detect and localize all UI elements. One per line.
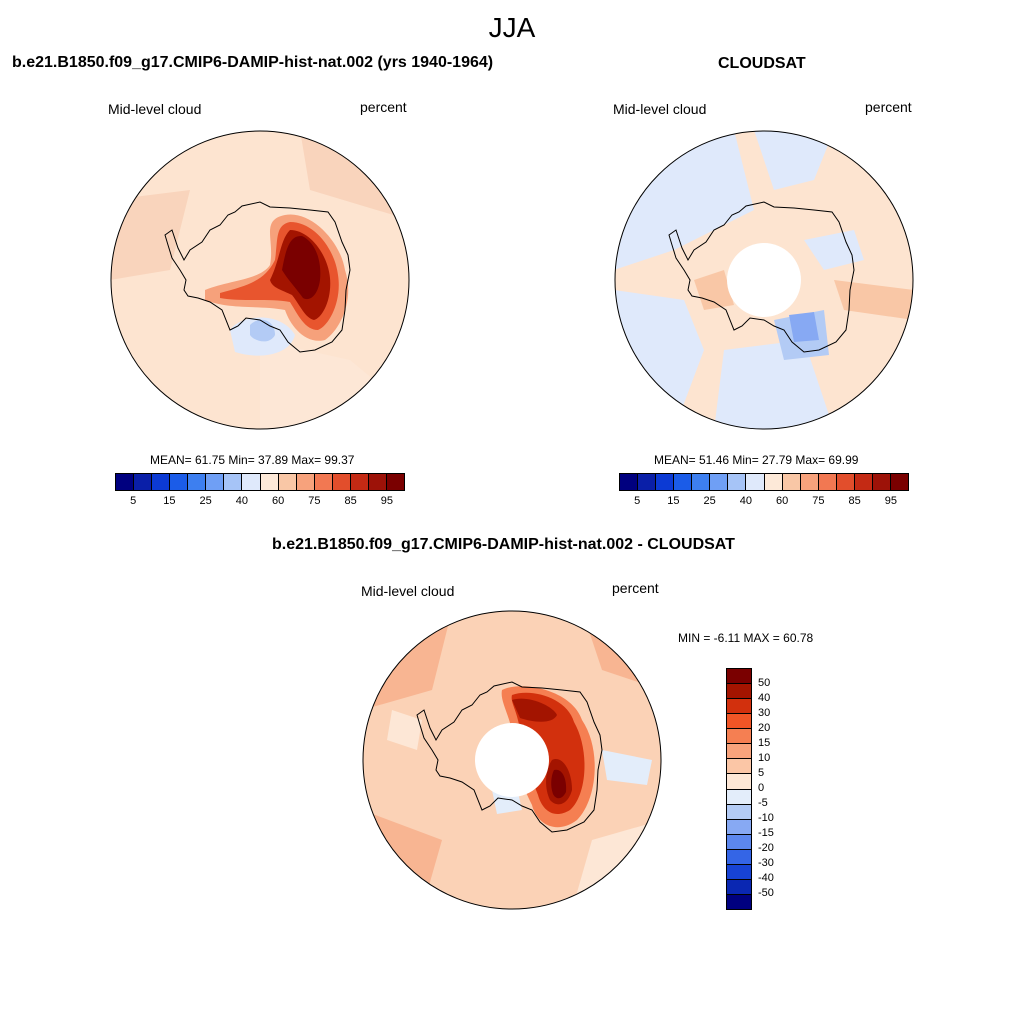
colorbar-tick-label: 75: [812, 495, 825, 507]
panel-title-cloudsat: CLOUDSAT: [718, 55, 806, 72]
colorbar-tick-label: -5: [758, 797, 768, 809]
colorbar-swatch: [332, 474, 351, 490]
polar-map-difference: [362, 610, 662, 910]
colorbar-swatch: [727, 879, 751, 895]
colorbar-swatch: [134, 474, 153, 490]
colorbar-tick-label: 25: [703, 495, 716, 507]
colorbar-tick-label: 60: [272, 495, 285, 507]
colorbar-tick-label: 15: [667, 495, 680, 507]
colorbar-swatch: [836, 474, 855, 490]
colorbar-swatch: [764, 474, 783, 490]
colorbar-tick-label: 40: [739, 495, 752, 507]
colorbar-tick-label: 95: [884, 495, 897, 507]
panel3-right-label: percent: [612, 580, 659, 596]
panel2-right-label: percent: [865, 99, 912, 115]
colorbar-swatch: [224, 474, 243, 490]
colorbar-tick-label: -10: [758, 812, 774, 824]
colorbar-swatch: [728, 474, 747, 490]
colorbar-swatch: [727, 789, 751, 805]
colorbar-tick-label: 0: [758, 782, 765, 794]
colorbar-swatch: [818, 474, 837, 490]
colorbar-tick-label: 75: [308, 495, 321, 507]
colorbar-swatch: [116, 474, 135, 490]
colorbar-tick-label: -40: [758, 872, 774, 884]
polar-map-model: [110, 130, 410, 430]
colorbar-swatch: [727, 684, 751, 700]
colorbar-tick-label: -50: [758, 887, 774, 899]
colorbar-tick-label: 5: [634, 495, 641, 507]
colorbar-swatch: [800, 474, 819, 490]
panel3-stats: MIN = -6.11 MAX = 60.78: [678, 631, 814, 645]
colorbar-swatch: [727, 894, 751, 909]
colorbar-swatch: [350, 474, 369, 490]
colorbar-swatch: [656, 474, 675, 490]
colorbar-swatch: [152, 474, 171, 490]
colorbar-swatch: [692, 474, 711, 490]
colorbar-swatch: [854, 474, 873, 490]
colorbar-swatch: [890, 474, 908, 490]
colorbar-tick-label: 95: [380, 495, 393, 507]
colorbar-swatch: [206, 474, 225, 490]
colorbar-swatch: [620, 474, 639, 490]
colorbar-tick-label: 40: [758, 692, 771, 704]
colorbar-tick-label: 15: [163, 495, 176, 507]
colorbar-swatch: [188, 474, 207, 490]
colorbar-tick-label: 50: [758, 677, 771, 689]
colorbar-swatch: [710, 474, 729, 490]
colorbar-swatch: [727, 819, 751, 835]
colorbar-tick-label: 15: [758, 737, 771, 749]
page-title: JJA: [488, 12, 536, 43]
colorbar-swatch: [727, 864, 751, 880]
colorbar-swatch: [727, 729, 751, 745]
colorbar-swatch: [727, 669, 751, 685]
colorbar-tick-label: 20: [758, 722, 771, 734]
colorbar-swatch: [296, 474, 315, 490]
colorbar-tick-label: 40: [235, 495, 248, 507]
colorbar-tick-label: 85: [344, 495, 357, 507]
colorbar-swatch: [278, 474, 297, 490]
colorbar-tick-label: 10: [758, 752, 771, 764]
colorbar-swatch: [872, 474, 891, 490]
colorbar-tick-label: -15: [758, 827, 774, 839]
colorbar-difference: 50 40 30 20 15 10 5 0 -5 -10 -15 -20 -30 -40 -50: [726, 668, 816, 910]
panel-title-difference: b.e21.B1850.f09_g17.CMIP6-DAMIP-hist-nat…: [272, 536, 735, 553]
colorbar-swatch: [674, 474, 693, 490]
panel1-left-label: Mid-level cloud: [108, 101, 202, 117]
colorbar-swatch: [260, 474, 279, 490]
panel2-stats: MEAN= 51.46 Min= 27.79 Max= 69.99: [654, 453, 859, 467]
panel-title-model: b.e21.B1850.f09_g17.CMIP6-DAMIP-hist-nat…: [12, 54, 494, 71]
colorbar-tick-label: 5: [758, 767, 765, 779]
colorbar-swatch: [314, 474, 333, 490]
panel1-right-label: percent: [360, 99, 407, 115]
colorbar-swatch: [727, 759, 751, 775]
colorbar-tick-label: 60: [776, 495, 789, 507]
colorbar-swatch: [727, 714, 751, 730]
colorbar-swatch: [727, 804, 751, 820]
colorbar-tick-label: -30: [758, 857, 774, 869]
colorbar-swatch: [727, 744, 751, 760]
colorbar-cloudsat: 5 15 25 40 60 75 85 95: [619, 473, 909, 507]
panel3-left-label: Mid-level cloud: [361, 583, 455, 599]
colorbar-tick-label: 5: [130, 495, 137, 507]
panel2-left-label: Mid-level cloud: [613, 101, 707, 117]
polar-map-cloudsat: [614, 130, 914, 430]
colorbar-swatch: [727, 699, 751, 715]
colorbar-swatch: [170, 474, 189, 490]
colorbar-swatch: [727, 834, 751, 850]
colorbar-model: 5 15 25 40 60 75 85 95: [115, 473, 405, 507]
colorbar-swatch: [727, 849, 751, 865]
panel1-stats: MEAN= 61.75 Min= 37.89 Max= 99.37: [150, 453, 355, 467]
colorbar-swatch: [242, 474, 261, 490]
colorbar-swatch: [638, 474, 657, 490]
colorbar-swatch: [746, 474, 765, 490]
colorbar-swatch: [386, 474, 404, 490]
colorbar-swatch: [727, 774, 751, 790]
colorbar-tick-label: -20: [758, 842, 774, 854]
colorbar-tick-label: 30: [758, 707, 771, 719]
colorbar-swatch: [782, 474, 801, 490]
colorbar-tick-label: 25: [199, 495, 212, 507]
colorbar-tick-label: 85: [848, 495, 861, 507]
colorbar-swatch: [368, 474, 387, 490]
